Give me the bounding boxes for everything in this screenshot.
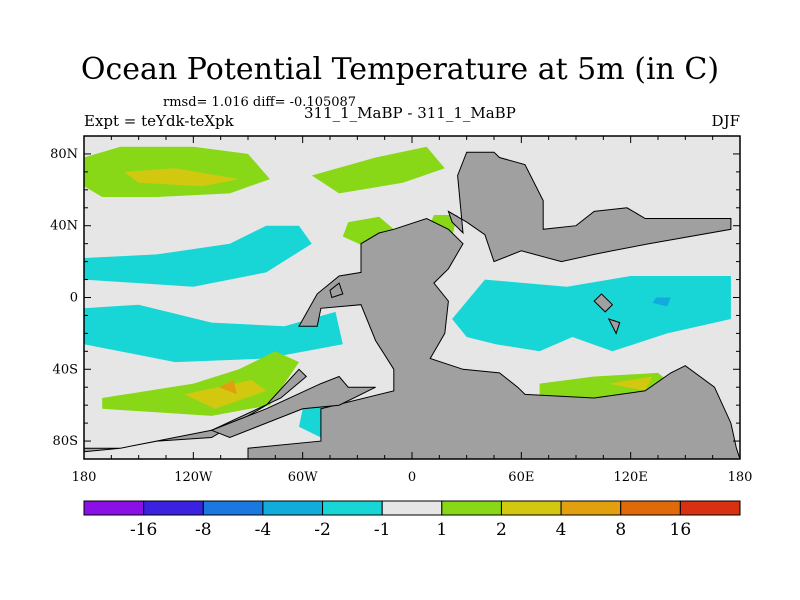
region-south-atlantic-warm-band: [102, 351, 299, 416]
region-south-atlantic-warm-core: [184, 380, 267, 409]
region-southern-warm-core-east: [608, 376, 653, 391]
x-tick-label: 60W: [288, 470, 319, 485]
y-tick-label: 80N: [50, 147, 78, 162]
x-tick-label: 180: [72, 470, 97, 485]
x-tick-label: 60E: [508, 470, 534, 485]
colorbar-label: 4: [556, 520, 567, 540]
colorbar-label: -4: [255, 520, 272, 540]
y-tick-label: 0: [70, 291, 78, 306]
x-tick-label: 120W: [174, 470, 213, 485]
chart-title: Ocean Potential Temperature at 5m (in C): [80, 52, 720, 87]
land-western-landmass: [247, 217, 740, 459]
stats-text: rmsd= 1.016 diff= -0.105087: [163, 95, 357, 110]
experiment-label: 311_1_MaBP - 311_1_MaBP: [304, 104, 516, 122]
colorbar-label: -1: [374, 520, 391, 540]
colorbar-swatch: [679, 500, 741, 516]
colorbar-label: -2: [314, 520, 331, 540]
x-tick-label: 180: [728, 470, 753, 485]
x-tick-label: 120E: [614, 470, 648, 485]
region-northern-cool-band: [84, 225, 312, 287]
colorbar-swatch: [322, 500, 383, 516]
colorbar-label: -16: [130, 520, 157, 540]
colorbar-swatch: [620, 500, 681, 516]
land-island-a: [329, 282, 344, 299]
colorbar-label: 16: [670, 520, 692, 540]
colorbar-label: 1: [436, 520, 447, 540]
land-masses: [84, 151, 740, 459]
y-tick-label: 40N: [50, 219, 78, 234]
colorbar-swatch: [560, 500, 622, 516]
region-north-atlantic-warm-core: [124, 168, 239, 187]
colorbar-label: -8: [195, 520, 212, 540]
colorbar: -16 -8 -4 -2 -1 1 2 4 8 16: [83, 500, 741, 540]
contour-fills: [84, 146, 731, 438]
region-mid-latitude-warm-patch: [342, 216, 394, 248]
colorbar-swatch: [262, 500, 324, 516]
region-cool-core: [652, 297, 671, 307]
region-tropical-cool-basin: [452, 276, 731, 352]
season-label: DJF: [711, 112, 740, 130]
land-southern-ridge: [210, 375, 376, 439]
land-island-c: [607, 318, 621, 335]
colorbar-swatch: [500, 500, 562, 516]
y-tick-label: 40S: [53, 362, 78, 377]
region-south-atlantic-hot-spot: [218, 380, 238, 395]
colorbar-swatch: [202, 500, 264, 516]
colorbar-swatch: [83, 500, 145, 516]
region-arctic-warm-patch: [311, 146, 445, 194]
land-island-b: [593, 293, 614, 313]
expt-label: Expt = teYdk-teXpk: [84, 112, 234, 130]
land-southern-arc: [84, 368, 308, 453]
x-tick-label: 0: [408, 470, 416, 485]
colorbar-label: 8: [615, 520, 626, 540]
colorbar-label: 2: [496, 520, 507, 540]
region-equatorial-cool-band: [84, 304, 343, 363]
y-tick-label: 80S: [53, 434, 78, 449]
colorbar-swatch: [143, 500, 204, 516]
land-northern-continent: [447, 151, 732, 263]
colorbar-swatch: [441, 500, 502, 516]
axis-ticks: 180 120W 60W 0 60E 120E 180 80N 40N 0 40S 80S: [50, 135, 753, 485]
colorbar-swatch: [381, 500, 443, 516]
